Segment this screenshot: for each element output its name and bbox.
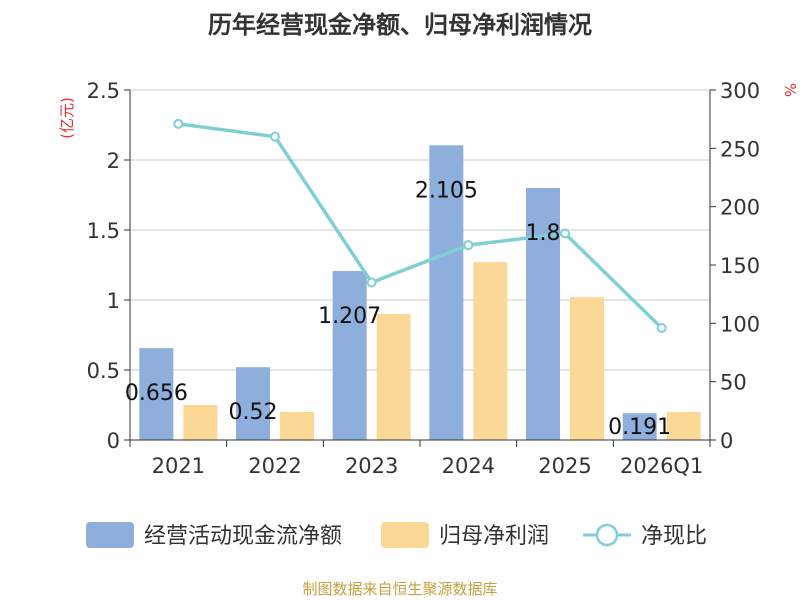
y-left-tick-label: 0	[107, 429, 120, 453]
x-tick-label: 2022	[248, 454, 301, 478]
ratio-point	[366, 277, 377, 288]
y-right-tick-label: 200	[720, 196, 760, 220]
source-note: 制图数据来自恒生聚源数据库	[302, 580, 497, 598]
y-left-unit-label: (亿元)	[58, 97, 76, 139]
ratio-line	[173, 118, 667, 333]
net-profit-bar	[280, 412, 314, 440]
x-tick-label: 2023	[345, 454, 398, 478]
cash-flow-bar	[622, 413, 657, 440]
cash-flow-data-label: 0.52	[229, 400, 278, 425]
legend-swatch	[86, 522, 134, 548]
cash-flow-bar	[429, 145, 464, 441]
y-left-tick-label: 1	[107, 289, 120, 313]
ratio-point	[173, 118, 184, 129]
x-tick-label: 2026Q1	[620, 454, 703, 478]
cash-flow-data-label: 0.656	[125, 381, 188, 406]
legend-label: 净现比	[641, 524, 707, 549]
x-tick-label: 2021	[152, 454, 205, 478]
legend: 经营活动现金流净额 归母净利润 净现比	[86, 522, 707, 549]
y-left-tick-label: 2	[107, 149, 120, 173]
chart-title: 历年经营现金净额、归母净利润情况	[208, 11, 592, 39]
data-labels: 0.656 0.52 1.207 2.105 1.8 0.191	[125, 178, 671, 440]
ratio-point	[656, 323, 667, 333]
y-right-tick-label: 100	[720, 312, 760, 336]
x-tick-label: 2024	[442, 454, 495, 478]
net-profit-bar	[183, 405, 218, 440]
legend-label: 归母净利润	[439, 524, 549, 549]
y-left-tick-label: 1.5	[87, 219, 120, 243]
ratio-point	[270, 131, 280, 142]
y-right-tick-label: 300	[720, 79, 760, 103]
cash-flow-bar	[332, 271, 367, 440]
cash-flow-data-label: 2.105	[415, 178, 478, 203]
cash-flow-data-label: 0.191	[608, 415, 671, 440]
x-tick-label: 2025	[538, 454, 591, 478]
cash-flow-data-label: 1.207	[318, 304, 381, 329]
net-profit-bar	[376, 314, 411, 440]
net-profit-bar	[570, 297, 604, 440]
bars	[139, 145, 701, 441]
cash-flow-data-label: 1.8	[526, 221, 561, 246]
y-right-unit-label: %	[781, 83, 799, 97]
y-right-tick-label: 50	[720, 371, 747, 395]
net-profit-bar	[666, 412, 701, 440]
grid-lines	[130, 89, 710, 371]
legend-label: 经营活动现金流净额	[144, 524, 342, 549]
y-right-tick-label: 150	[720, 254, 760, 278]
y-left-tick-label: 2.5	[87, 79, 120, 103]
axes: 0 0.5 1 1.5 2 2.5 0 50 100 150 200 250 300 2021 2022 20…	[87, 79, 761, 478]
y-right-tick-label: 0	[720, 429, 733, 453]
legend-marker	[595, 523, 619, 547]
ratio-point	[463, 240, 474, 251]
y-right-tick-label: 250	[720, 137, 760, 161]
cash-flow-bar	[526, 188, 560, 440]
cash-flow-bar	[236, 367, 270, 440]
ratio-point	[560, 228, 570, 239]
net-profit-bar	[473, 262, 508, 440]
legend-swatch	[381, 522, 429, 548]
y-left-tick-label: 0.5	[87, 359, 120, 383]
cash-flow-bar	[139, 348, 174, 440]
ratio-line-path	[178, 122, 663, 330]
